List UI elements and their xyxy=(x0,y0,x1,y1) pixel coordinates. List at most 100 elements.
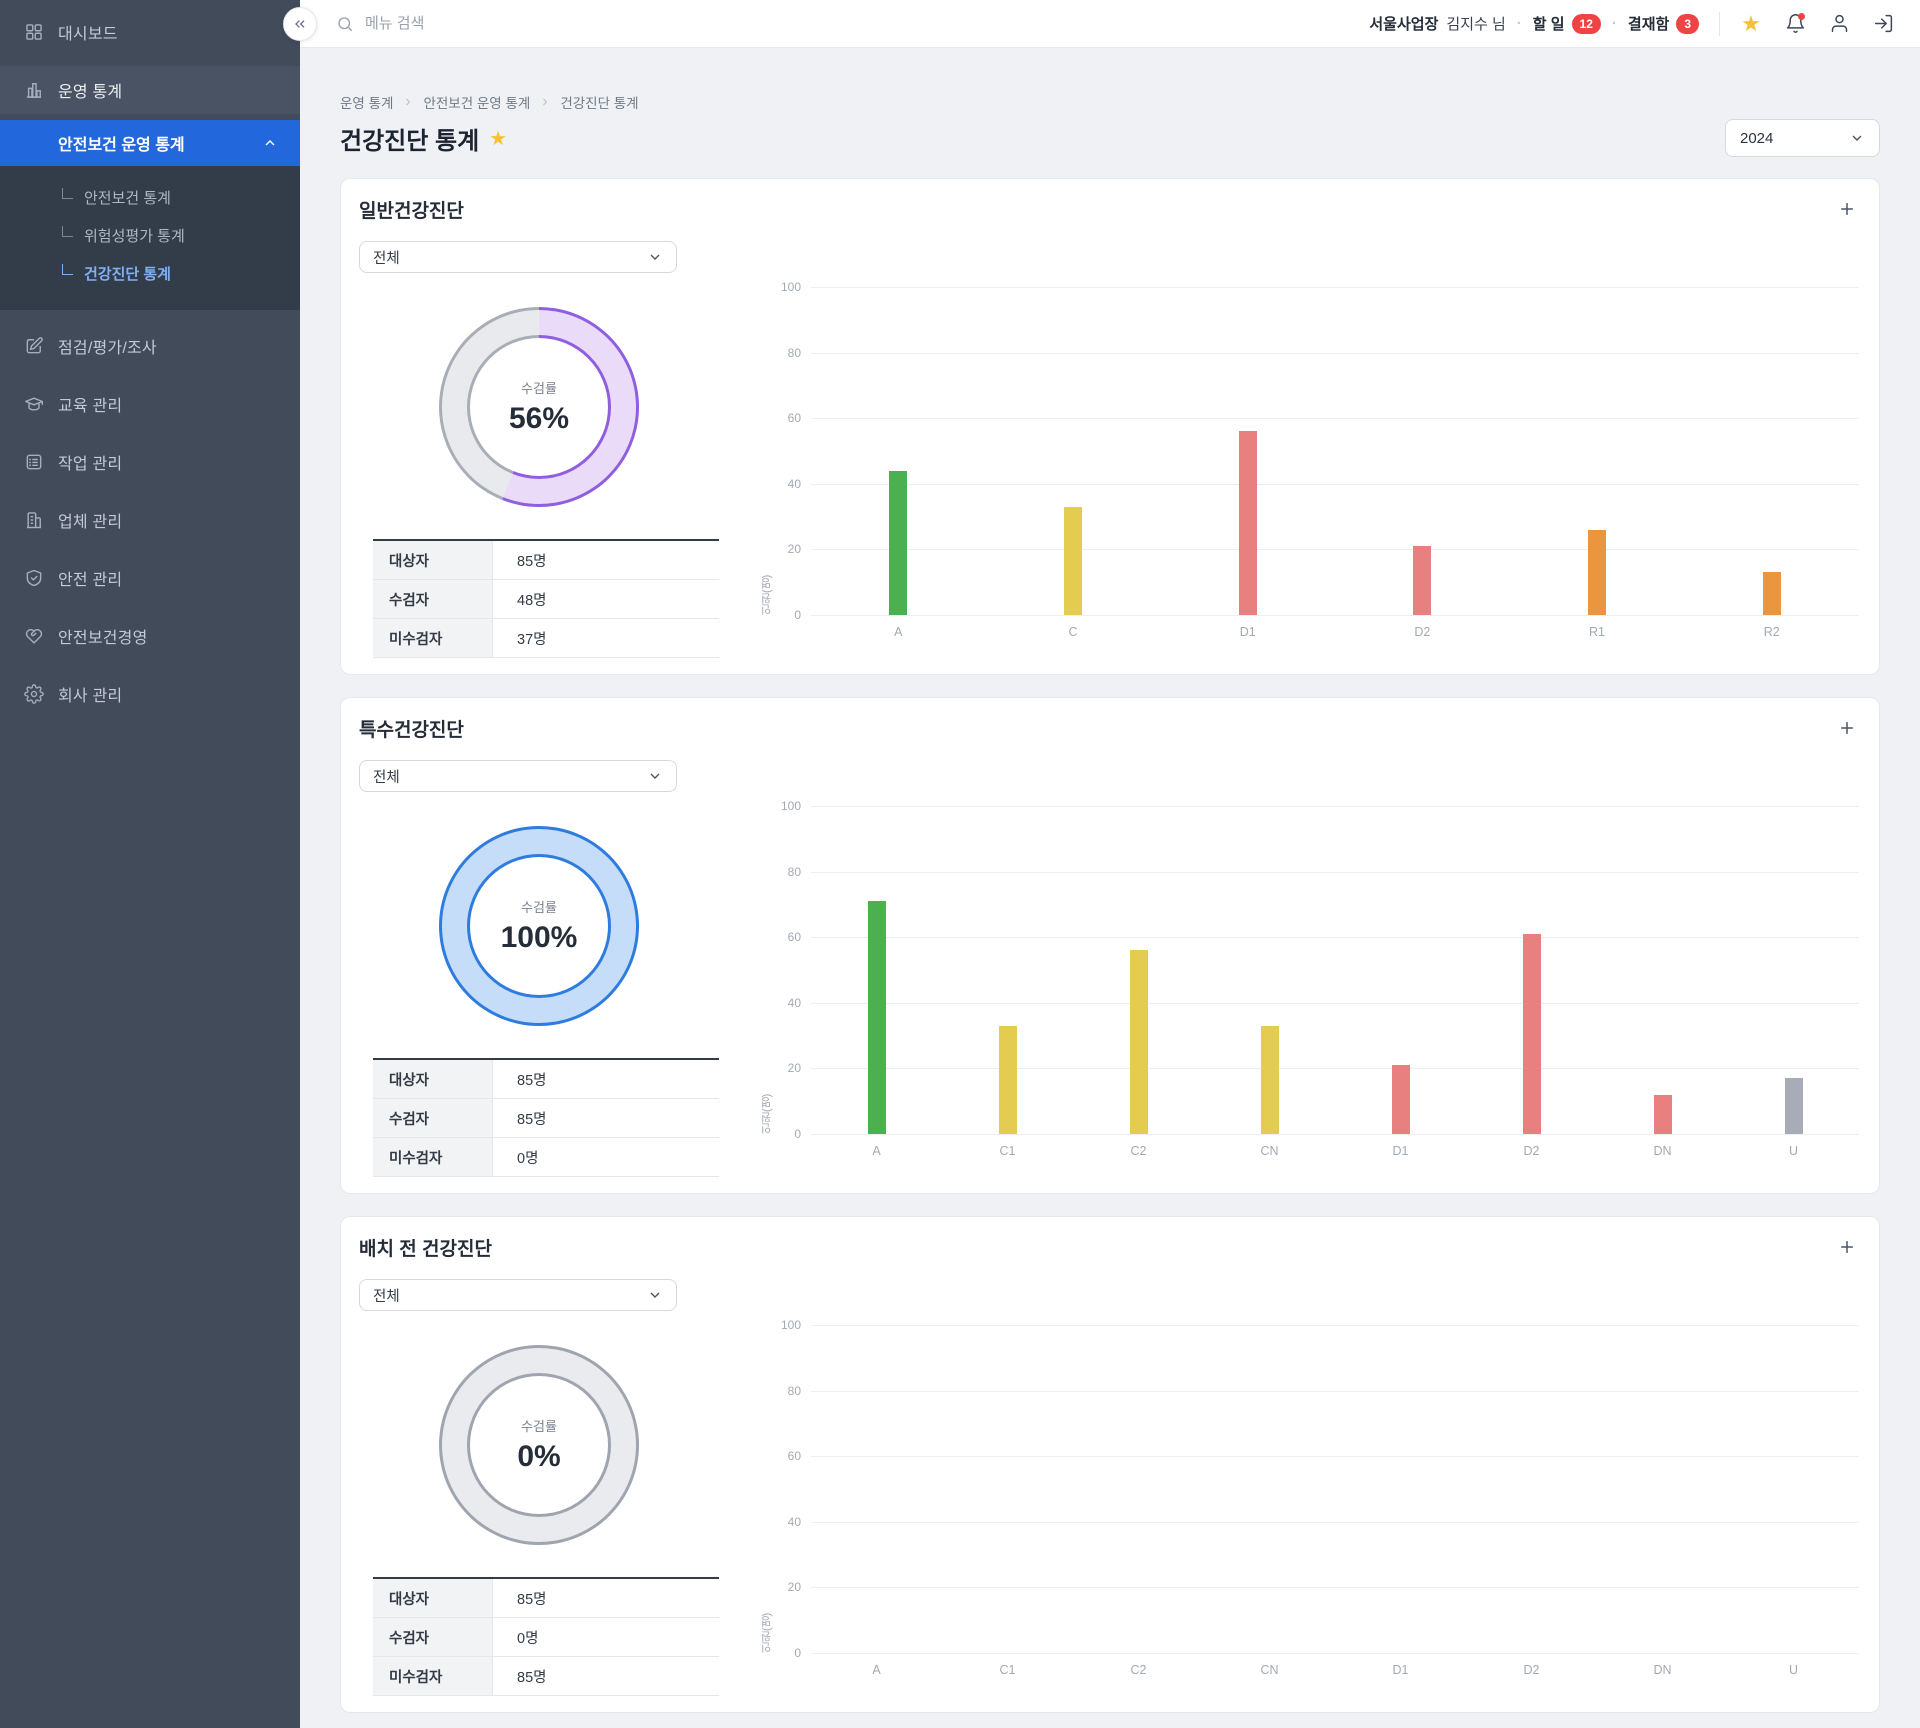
approval-label: 결재함 xyxy=(1627,16,1670,33)
notification-bell-icon[interactable] xyxy=(1784,12,1806,35)
x-axis-labels: A C D1 D2 R1 R2 xyxy=(894,625,1780,639)
filter-select-value: 전체 xyxy=(373,1288,400,1305)
summary-table: 대상자 85명 수검자 85명 미수검자 0명 xyxy=(373,1058,719,1177)
summary-table: 대상자 85명 수검자 48명 미수검자 37명 xyxy=(373,539,719,658)
filter-select[interactable]: 전체 xyxy=(359,760,677,792)
sidebar-item-safety-management[interactable]: 안전보건경영 xyxy=(0,612,300,660)
sidebar-item-education[interactable]: 교육 관리 xyxy=(0,380,300,428)
table-row-label: 대상자 xyxy=(373,1060,493,1098)
card-preplacement-checkup: 배치 전 건강진단 전체 수검률 0% xyxy=(340,1216,1880,1713)
table-row-value: 0명 xyxy=(517,1630,539,1647)
logout-icon[interactable] xyxy=(1872,13,1894,35)
donut-label: 수검률 xyxy=(521,900,557,915)
sidebar-item-safety-health-stats-group[interactable]: 안전보건 운영 통계 xyxy=(0,120,300,166)
separator-dot: · xyxy=(1611,15,1617,32)
breadcrumb-item[interactable]: 건강진단 통계 xyxy=(560,96,639,111)
sidebar-item-dashboard[interactable]: 대시보드 xyxy=(0,8,300,56)
sidebar-submenu: 안전보건 통계 위험성평가 통계 건강진단 통계 xyxy=(0,166,300,310)
sidebar-item-company-settings[interactable]: 회사 관리 xyxy=(0,670,300,718)
plot-area: 0 20 40 60 80 100 xyxy=(781,1318,1859,1660)
site-name: 서울사업장 xyxy=(1369,16,1439,33)
sidebar-subitem-health-checkup[interactable]: 건강진단 통계 xyxy=(0,254,300,292)
donut-percent: 100% xyxy=(500,921,578,954)
dashboard-icon xyxy=(24,22,44,42)
sidebar-collapse-button[interactable] xyxy=(283,7,317,41)
shield-check-icon xyxy=(24,568,44,588)
summary-table: 대상자 85명 수검자 0명 미수검자 85명 xyxy=(373,1577,719,1696)
favorite-star-icon[interactable]: ★ xyxy=(489,127,508,150)
table-row: 수검자 0명 xyxy=(373,1618,719,1657)
donut-label: 수검률 xyxy=(521,381,557,396)
sidebar-item-work[interactable]: 작업 관리 xyxy=(0,438,300,486)
table-row-value: 0명 xyxy=(517,1150,539,1167)
sidebar-item-operation-stats[interactable]: 운영 통계 xyxy=(0,66,300,114)
sidebar-item-label: 점검/평가/조사 xyxy=(58,340,157,357)
breadcrumb-item[interactable]: 운영 통계 xyxy=(340,96,394,111)
expand-plus-icon[interactable] xyxy=(1835,1235,1859,1259)
sidebar-item-company[interactable]: 업체 관리 xyxy=(0,496,300,544)
sidebar-subitem-risk-assessment[interactable]: 위험성평가 통계 xyxy=(0,216,300,254)
table-row-label: 대상자 xyxy=(373,1579,493,1617)
sidebar-item-label: 작업 관리 xyxy=(58,456,123,473)
card-left-column: 전체 수검률 0% 대상자 85명 xyxy=(359,1279,719,1696)
bar-chart: 인원(명) 0 20 40 60 80 100 A C1 C2 CN D1 D2 DN U xyxy=(759,799,1859,1177)
title-row: 건강진단 통계 ★ 2024 xyxy=(340,119,1880,157)
year-select[interactable]: 2024 xyxy=(1725,119,1880,157)
sidebar-item-label: 업체 관리 xyxy=(58,514,123,531)
filter-select[interactable]: 전체 xyxy=(359,241,677,273)
card-title: 일반건강진단 xyxy=(359,200,464,222)
topbar-icons: ★ xyxy=(1740,10,1894,36)
donut-chart: 수검률 100% xyxy=(439,826,639,1026)
y-axis-title: 인원(명) xyxy=(761,574,773,615)
sidebar-item-safety[interactable]: 안전 관리 xyxy=(0,554,300,602)
sidebar-subitem-label: 위험성평가 통계 xyxy=(84,227,185,245)
topbar: 서울사업장 김지수 님 · 할 일 12 · 결재함 3 ★ xyxy=(283,0,1920,48)
user-name: 김지수 님 xyxy=(1446,16,1506,33)
expand-plus-icon[interactable] xyxy=(1835,716,1859,740)
graduation-cap-icon xyxy=(24,394,44,414)
menu-search xyxy=(336,15,685,33)
chevron-down-icon xyxy=(647,1287,663,1303)
donut-chart: 수검률 56% xyxy=(439,307,639,507)
user-profile-icon[interactable] xyxy=(1828,13,1850,35)
tree-branch-icon xyxy=(62,225,73,237)
table-row-value: 85명 xyxy=(517,1669,547,1686)
filter-select-value: 전체 xyxy=(373,250,400,267)
approval-link[interactable]: 결재함 3 xyxy=(1628,13,1699,34)
gear-icon xyxy=(24,684,44,704)
card-special-checkup: 특수건강진단 전체 수검률 100% xyxy=(340,697,1880,1194)
donut-percent: 0% xyxy=(517,1440,561,1473)
year-select-value: 2024 xyxy=(1740,129,1774,147)
table-row: 미수검자 85명 xyxy=(373,1657,719,1696)
sidebar-subitem-label: 안전보건 통계 xyxy=(84,189,171,207)
table-row-value: 85명 xyxy=(517,553,547,570)
card-title: 배치 전 건강진단 xyxy=(359,1238,492,1260)
plot-area: 0 20 40 60 80 100 xyxy=(781,799,1859,1141)
card-title: 특수건강진단 xyxy=(359,719,464,741)
donut-label: 수검률 xyxy=(521,1419,557,1434)
table-row-label: 미수검자 xyxy=(373,619,493,657)
page-title: 건강진단 통계 xyxy=(340,127,480,155)
search-icon xyxy=(336,15,354,33)
sidebar-subitem-safety-health[interactable]: 안전보건 통계 xyxy=(0,178,300,216)
expand-plus-icon[interactable] xyxy=(1835,197,1859,221)
vertical-divider xyxy=(1719,11,1720,36)
favorites-star-icon[interactable]: ★ xyxy=(1741,10,1761,36)
table-row: 미수검자 37명 xyxy=(373,619,719,658)
breadcrumb-item[interactable]: 안전보건 운영 통계 xyxy=(423,96,531,111)
bar-chart: 인원(명) 0 20 40 60 80 100 A C D1 D2 R1 R2 xyxy=(759,280,1859,658)
topbar-right: 서울사업장 김지수 님 · 할 일 12 · 결재함 3 ★ xyxy=(1369,10,1894,36)
filter-select[interactable]: 전체 xyxy=(359,1279,677,1311)
table-row: 대상자 85명 xyxy=(373,1579,719,1618)
table-row-value: 85명 xyxy=(517,1072,547,1089)
sidebar-item-inspection[interactable]: 점검/평가/조사 xyxy=(0,322,300,370)
filter-select-value: 전체 xyxy=(373,769,400,786)
chevron-down-icon xyxy=(647,768,663,784)
card-left-column: 전체 수검률 56% 대상자 85명 xyxy=(359,241,719,658)
todo-link[interactable]: 할 일 12 xyxy=(1533,13,1601,34)
todo-label: 할 일 xyxy=(1532,16,1565,33)
todo-count-badge: 12 xyxy=(1571,13,1601,34)
sidebar-item-label: 회사 관리 xyxy=(58,688,123,705)
x-axis-labels: A C1 C2 CN D1 D2 DN U xyxy=(872,1663,1799,1677)
search-input[interactable] xyxy=(365,15,685,32)
